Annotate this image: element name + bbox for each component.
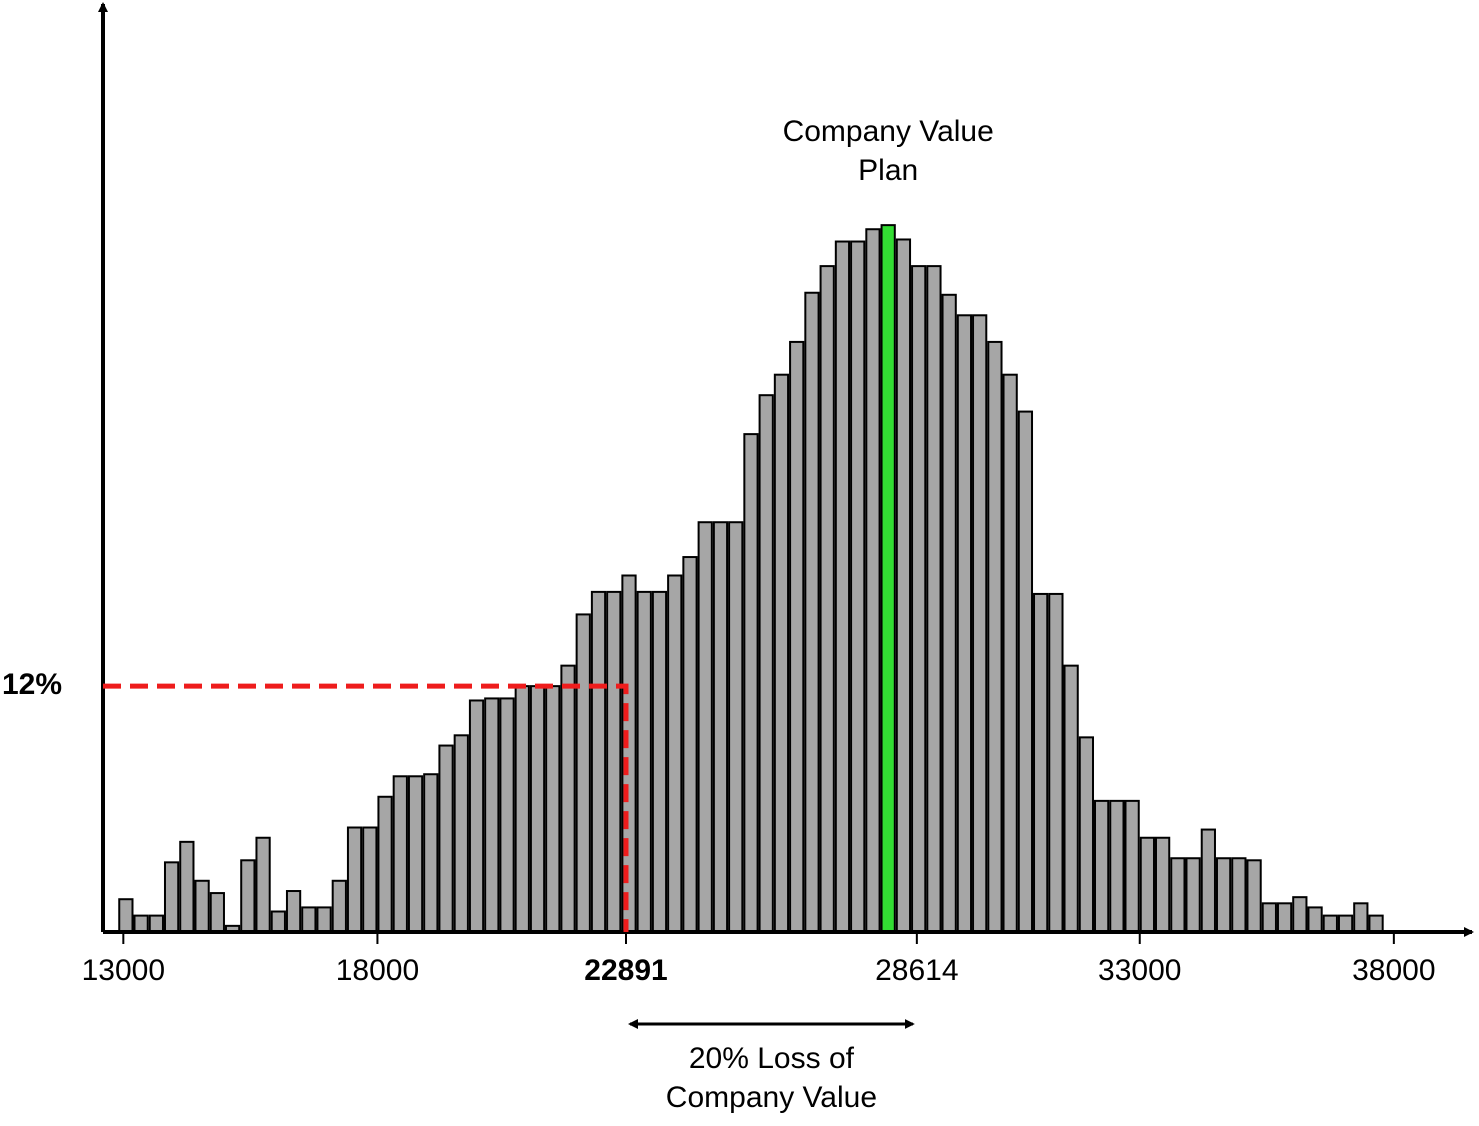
bar bbox=[834, 240, 851, 934]
bar bbox=[972, 314, 988, 934]
bar bbox=[179, 840, 195, 933]
bar bbox=[148, 914, 164, 933]
bar bbox=[880, 224, 896, 933]
bar bbox=[728, 521, 744, 933]
x-tick-label: 28614 bbox=[875, 954, 958, 987]
bar bbox=[789, 340, 805, 934]
bar bbox=[1154, 836, 1171, 933]
bar bbox=[133, 914, 149, 933]
bar bbox=[209, 892, 225, 933]
x-tick-label: 33000 bbox=[1098, 954, 1181, 987]
bar bbox=[545, 685, 561, 934]
bar bbox=[1368, 914, 1384, 933]
bar bbox=[194, 879, 210, 933]
bar bbox=[1002, 373, 1018, 933]
bar bbox=[1246, 859, 1262, 933]
bar bbox=[926, 265, 942, 934]
bar bbox=[682, 556, 698, 933]
bar bbox=[1048, 592, 1064, 934]
bar bbox=[575, 613, 591, 934]
bar bbox=[1139, 836, 1155, 933]
bar bbox=[240, 859, 256, 933]
bar bbox=[1170, 857, 1186, 933]
bar bbox=[1337, 914, 1354, 933]
bar bbox=[1078, 736, 1095, 933]
bar bbox=[636, 590, 652, 934]
bar bbox=[819, 265, 835, 934]
bar bbox=[865, 228, 881, 933]
bar bbox=[712, 521, 729, 933]
bar bbox=[1276, 902, 1293, 933]
bar bbox=[895, 238, 912, 933]
bar bbox=[499, 697, 515, 934]
loss-annotation: Company Value bbox=[666, 1081, 877, 1114]
bar bbox=[1200, 828, 1216, 933]
reference-label: 12% bbox=[2, 668, 62, 701]
bar bbox=[560, 664, 576, 934]
bar bbox=[392, 775, 408, 933]
x-tick-label: 13000 bbox=[82, 954, 165, 987]
bar bbox=[987, 340, 1003, 934]
plan-annotation: Company Value bbox=[783, 115, 994, 148]
bar bbox=[453, 734, 469, 933]
x-tick-label: 38000 bbox=[1352, 954, 1435, 987]
plan-annotation: Plan bbox=[858, 154, 918, 187]
bar bbox=[1033, 592, 1049, 934]
bar bbox=[285, 890, 302, 933]
bar bbox=[255, 836, 271, 933]
bar bbox=[1094, 799, 1110, 933]
bar bbox=[667, 574, 683, 933]
bar bbox=[1307, 906, 1323, 933]
bar bbox=[850, 240, 866, 934]
bar bbox=[941, 293, 957, 934]
bar bbox=[377, 795, 393, 933]
bar bbox=[316, 906, 332, 933]
bar bbox=[362, 826, 378, 933]
bar bbox=[438, 744, 454, 933]
reference-line bbox=[103, 683, 629, 932]
bar bbox=[804, 291, 820, 934]
loss-annotation: 20% Loss of bbox=[689, 1042, 855, 1075]
bar bbox=[956, 314, 973, 934]
bar bbox=[118, 898, 134, 933]
bar bbox=[468, 699, 485, 934]
bar bbox=[301, 906, 317, 933]
bar bbox=[1292, 896, 1308, 933]
bar bbox=[697, 521, 713, 933]
bar bbox=[163, 861, 180, 933]
bar bbox=[1322, 914, 1338, 933]
bar bbox=[484, 697, 500, 934]
bar bbox=[590, 590, 607, 934]
bar bbox=[423, 773, 439, 933]
bar bbox=[743, 433, 759, 933]
bar bbox=[331, 879, 347, 933]
x-tick-label: 22891 bbox=[584, 954, 667, 987]
x-tick-label: 18000 bbox=[336, 954, 419, 987]
bar bbox=[270, 910, 286, 933]
bar bbox=[1215, 857, 1232, 933]
bar bbox=[346, 826, 363, 933]
bar bbox=[773, 373, 790, 933]
bar bbox=[911, 265, 927, 934]
bar bbox=[758, 394, 774, 933]
bar bbox=[1261, 902, 1277, 933]
bar bbox=[1017, 410, 1034, 933]
bar bbox=[1185, 857, 1201, 933]
bar bbox=[529, 685, 546, 934]
bar bbox=[407, 775, 424, 933]
bar bbox=[1353, 902, 1369, 933]
bar bbox=[1109, 799, 1125, 933]
bar bbox=[1124, 799, 1140, 933]
bar bbox=[606, 590, 622, 934]
bar bbox=[1063, 664, 1079, 934]
bar bbox=[651, 590, 668, 934]
bar bbox=[514, 685, 530, 934]
bar bbox=[1231, 857, 1247, 933]
